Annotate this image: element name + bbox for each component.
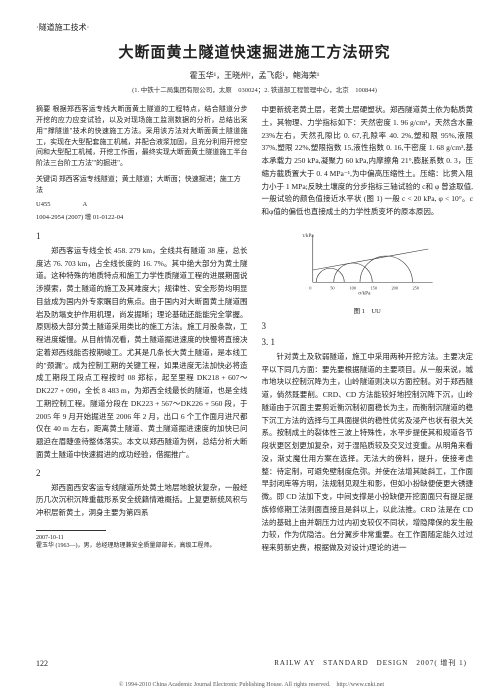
keywords: 关键词 郑西客运专线隧道；黄土隧道；大断面；快速掘进；施工方法 (36, 174, 248, 196)
section-3-1-heading: 3. 1 (262, 337, 474, 347)
paragraph-1: 郑西客运专线全长 458. 279 km，全线共有隧道 38 座，总长度达 76… (36, 245, 248, 462)
right-intro: 中更新统老黄土层，老黄土层硬塑状。郑西隧道黄土依为黏质黄土，其物理、力学指标如下… (262, 104, 474, 219)
section-3-heading: 3 (262, 321, 474, 331)
header-tag: ·隧道施工技术· (36, 22, 473, 33)
keywords-body: 郑西客运专线隧道；黄土隧道；大断面；快速掘进；施工方法 (36, 175, 241, 194)
footnote-date: 2007-10-11 (36, 534, 248, 542)
section-1-heading: 1 (36, 231, 248, 241)
svg-text:150: 150 (371, 285, 378, 290)
svg-text:τ/kPa: τ/kPa (303, 233, 315, 239)
svg-text:0: 0 (310, 285, 313, 290)
abstract: 摘要 根据郑西客运专线大断面黄土隧道的工程特点，结合隧道分步开挖的应力应变试验，… (36, 104, 248, 169)
section-2-heading: 2 (36, 468, 248, 478)
abstract-label: 摘要 (36, 105, 50, 113)
paragraph-3: 针对黄土及软弱隧道，施工中采用两种开挖方法。主要决定平以下同几方面：要先要根据隧… (262, 351, 474, 555)
footnote-author: 霍玉华 (1963—)，男，总经理助理兼安全质量部部长，高级工程师。 (36, 542, 248, 550)
svg-text:100: 100 (350, 285, 357, 290)
keywords-label: 关键词 (36, 175, 57, 183)
classif-mark: A (82, 201, 87, 208)
classif-code: U455 (36, 201, 50, 208)
footnote-rule (36, 530, 106, 531)
journal-footer: RAILW AY STANDARD DESIGN 2007( 增刊 1) (274, 658, 467, 668)
abstract-body: 根据郑西客运专线大断面黄土隧道的工程特点，结合隧道分步开挖的应力应变试验，以及对… (36, 105, 248, 167)
left-column: 摘要 根据郑西客运专线大断面黄土隧道的工程特点，结合隧道分步开挖的应力应变试验，… (36, 104, 248, 555)
page-number: 122 (36, 659, 48, 668)
svg-text:50: 50 (331, 285, 336, 290)
paragraph-2: 郑西面西安客运专线隧道所处黄土地层地貌状复杂，一般经历几次沉积沉降重截形系安全统… (36, 482, 248, 520)
chart-caption: 图 1 UU (262, 305, 474, 315)
article-id: 1004-2954 (2007) 增 01-0122-04 (36, 211, 248, 221)
svg-text:200: 200 (392, 285, 399, 290)
affiliation: (1. 中铁十二局集团有限公司，太原 030024；2. 铁道部工程管理中心，北… (36, 84, 473, 94)
classification: U455 A (36, 201, 248, 208)
svg-text:σ/kPa: σ/kPa (359, 290, 372, 296)
paper-title: 大断面黄土隧道快速掘进施工方法研究 (36, 41, 473, 62)
authors: 霍玉华¹，王晓州²，孟飞彪¹，鲍海荣¹ (36, 70, 473, 81)
copyright-footer: © 1994-2010 China Academic Journal Elect… (0, 679, 503, 688)
mohr-circle-chart: τ/kPa σ/kPa 0 50 100 150 200 250 (297, 223, 437, 303)
svg-text:250: 250 (413, 285, 420, 290)
right-column: 中更新统老黄土层，老黄土层硬塑状。郑西隧道黄土依为黏质黄土，其物理、力学指标如下… (262, 104, 474, 555)
